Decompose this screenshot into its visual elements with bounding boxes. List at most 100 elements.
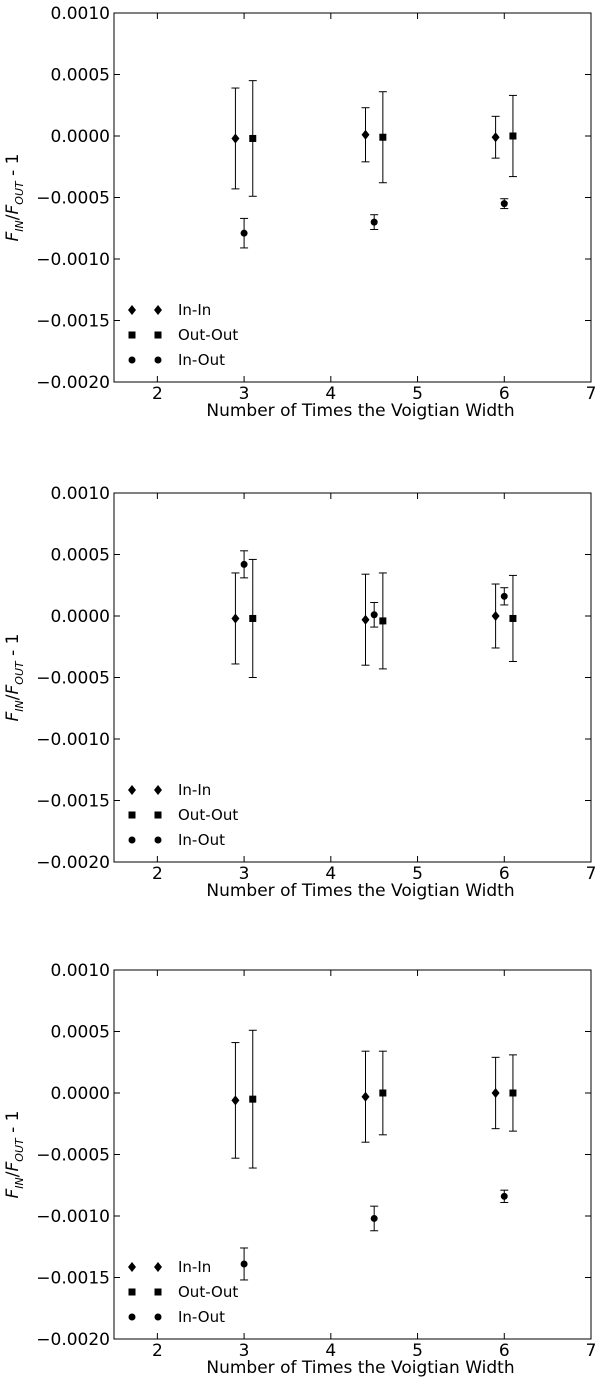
y-axis-title: FIN/FOUT - 1 <box>3 634 26 722</box>
legend-marker-circle <box>128 356 136 364</box>
data-point-circle <box>500 592 508 600</box>
legend-marker-square <box>128 1288 136 1296</box>
data-point-diamond <box>491 611 500 621</box>
legend-label: In-Out <box>178 1308 225 1326</box>
y-tick-label: −0.0005 <box>36 669 110 689</box>
x-tick-label: 4 <box>325 864 336 884</box>
y-axis-title-part: F <box>3 1161 23 1171</box>
legend-marker-diamond <box>128 785 136 795</box>
y-tick-label: −0.0015 <box>36 792 110 812</box>
legend-marker-diamond <box>128 1262 136 1272</box>
x-axis-title: Number of Times the Voigtian Width <box>206 1358 514 1378</box>
legend-marker-circle <box>128 836 136 844</box>
legend-marker-diamond <box>154 785 162 795</box>
x-tick-label: 7 <box>586 384 597 404</box>
y-axis-title-part: F <box>3 711 23 721</box>
y-tick-label: 0.0000 <box>51 1084 110 1104</box>
y-axis-title-part: IN <box>13 700 26 711</box>
legend-marker-diamond <box>154 305 162 315</box>
y-axis-title-part: IN <box>13 220 26 231</box>
data-point-circle <box>500 1192 508 1200</box>
y-axis-title-part: OUT <box>13 660 26 685</box>
legend-marker-square <box>154 1288 162 1296</box>
x-tick-label: 5 <box>412 384 423 404</box>
data-point-square <box>249 614 257 622</box>
series-out-out <box>248 1029 517 1169</box>
y-axis-title-part: / <box>3 214 23 220</box>
y-tick-label: 0.0000 <box>51 127 110 147</box>
legend-marker-square <box>154 331 162 339</box>
y-axis-title-part: F <box>3 684 23 694</box>
data-point-square <box>249 1095 257 1103</box>
legend-label: Out-Out <box>178 326 238 344</box>
y-tick-label: −0.0005 <box>36 189 110 209</box>
legend-marker-circle <box>154 356 162 364</box>
data-point-circle <box>240 229 248 237</box>
data-point-circle <box>240 1260 248 1268</box>
legend: In-In Out-Out In-Out <box>128 301 238 369</box>
data-point-square <box>509 614 517 622</box>
x-tick-label: 2 <box>152 864 163 884</box>
y-axis-title: FIN/FOUT - 1 <box>3 1111 26 1199</box>
y-axis-title-part: - 1 <box>3 154 23 182</box>
data-point-diamond <box>231 133 240 144</box>
legend: In-In Out-Out In-Out <box>128 781 238 849</box>
y-axis-title-part: F <box>3 231 23 241</box>
x-tick-label: 2 <box>152 1341 163 1361</box>
x-axis-title: Number of Times the Voigtian Width <box>206 401 514 421</box>
chart-panel-1: −0.0020 −0.0015 −0.0010 −0.0005 0.0000 0.0005… <box>3 4 596 421</box>
data-point-square <box>509 132 517 140</box>
legend-label: In-Out <box>178 351 225 369</box>
data-point-circle <box>370 611 378 619</box>
y-axis-title-part: / <box>3 694 23 700</box>
series-in-in <box>231 87 500 190</box>
y-axis-title-part: OUT <box>13 1137 26 1162</box>
legend-marker-square <box>128 331 136 339</box>
legend-marker-square <box>154 811 162 819</box>
series-out-out <box>248 80 517 197</box>
y-axis-title-part: - 1 <box>3 1111 23 1139</box>
y-tick-label: 0.0000 <box>51 607 110 627</box>
legend-label: Out-Out <box>178 806 238 824</box>
x-tick-label: 7 <box>586 864 597 884</box>
y-tick-label: −0.0010 <box>36 730 110 750</box>
y-tick-label: 0.0005 <box>51 66 110 86</box>
series-in-in <box>231 572 500 666</box>
legend-label: Out-Out <box>178 1283 238 1301</box>
series-in-in <box>231 1042 500 1159</box>
x-axis-title: Number of Times the Voigtian Width <box>206 881 514 901</box>
legend-marker-circle <box>154 1313 162 1321</box>
y-axis-title-part: - 1 <box>3 634 23 662</box>
legend-label: In-In <box>178 781 211 799</box>
x-tick-label: 3 <box>239 864 250 884</box>
x-tick-label: 3 <box>239 384 250 404</box>
data-point-square <box>379 133 387 141</box>
y-tick-label: −0.0005 <box>36 1146 110 1166</box>
data-point-diamond <box>361 614 370 625</box>
legend-label: In-Out <box>178 831 225 849</box>
y-axis-title-part: IN <box>13 1177 26 1188</box>
data-point-circle <box>500 200 508 208</box>
series-out-out <box>248 558 517 678</box>
y-tick-label: −0.0015 <box>36 1269 110 1289</box>
chart-panel-2: −0.0020 −0.0015 −0.0010 −0.0005 0.0000 0.0005… <box>3 484 596 901</box>
legend: In-In Out-Out In-Out <box>128 1258 238 1326</box>
x-tick-label: 7 <box>586 1341 597 1361</box>
data-point-circle <box>370 1214 378 1222</box>
legend-marker-diamond <box>154 1262 162 1272</box>
data-point-diamond <box>231 1095 240 1106</box>
y-axis-title-part: OUT <box>13 180 26 205</box>
y-axis-title-part: / <box>3 1171 23 1177</box>
data-point-circle <box>370 218 378 226</box>
data-point-diamond <box>491 1088 500 1098</box>
y-tick-label: −0.0020 <box>36 1330 110 1350</box>
y-tick-label: −0.0015 <box>36 312 110 332</box>
x-tick-label: 6 <box>499 1341 510 1361</box>
legend-label: In-In <box>178 1258 211 1276</box>
x-tick-label: 2 <box>152 384 163 404</box>
data-point-circle <box>240 560 248 568</box>
data-point-square <box>249 134 257 142</box>
x-tick-label: 5 <box>412 864 423 884</box>
y-tick-label: 0.0005 <box>51 546 110 566</box>
